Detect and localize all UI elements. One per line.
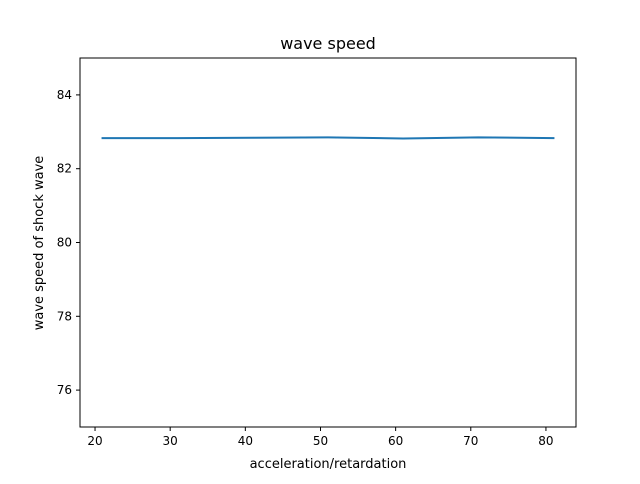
chart-title: wave speed xyxy=(280,34,376,53)
y-axis-label: wave speed of shock wave xyxy=(32,156,47,331)
y-tick-label: 84 xyxy=(57,88,72,102)
x-tick-label: 70 xyxy=(463,434,478,448)
x-tick-label: 40 xyxy=(238,434,253,448)
x-tick-label: 80 xyxy=(538,434,553,448)
x-tick-label: 50 xyxy=(313,434,328,448)
series-line xyxy=(101,136,555,140)
plot-area xyxy=(80,58,576,427)
y-tick-label: 78 xyxy=(57,309,72,323)
plot-frame xyxy=(79,57,577,428)
series-layer xyxy=(101,136,555,140)
x-axis-ticks: 20 30 40 50 60 70 80 xyxy=(87,427,554,448)
y-tick-label: 80 xyxy=(57,236,72,250)
x-tick-label: 60 xyxy=(388,434,403,448)
x-tick-label: 20 xyxy=(87,434,102,448)
x-axis-label: acceleration/retardation xyxy=(250,457,407,472)
x-tick-label: 30 xyxy=(163,434,178,448)
y-axis-ticks: 76 78 80 82 84 xyxy=(57,88,80,397)
y-tick-label: 76 xyxy=(57,383,72,397)
y-tick-label: 82 xyxy=(57,162,72,176)
